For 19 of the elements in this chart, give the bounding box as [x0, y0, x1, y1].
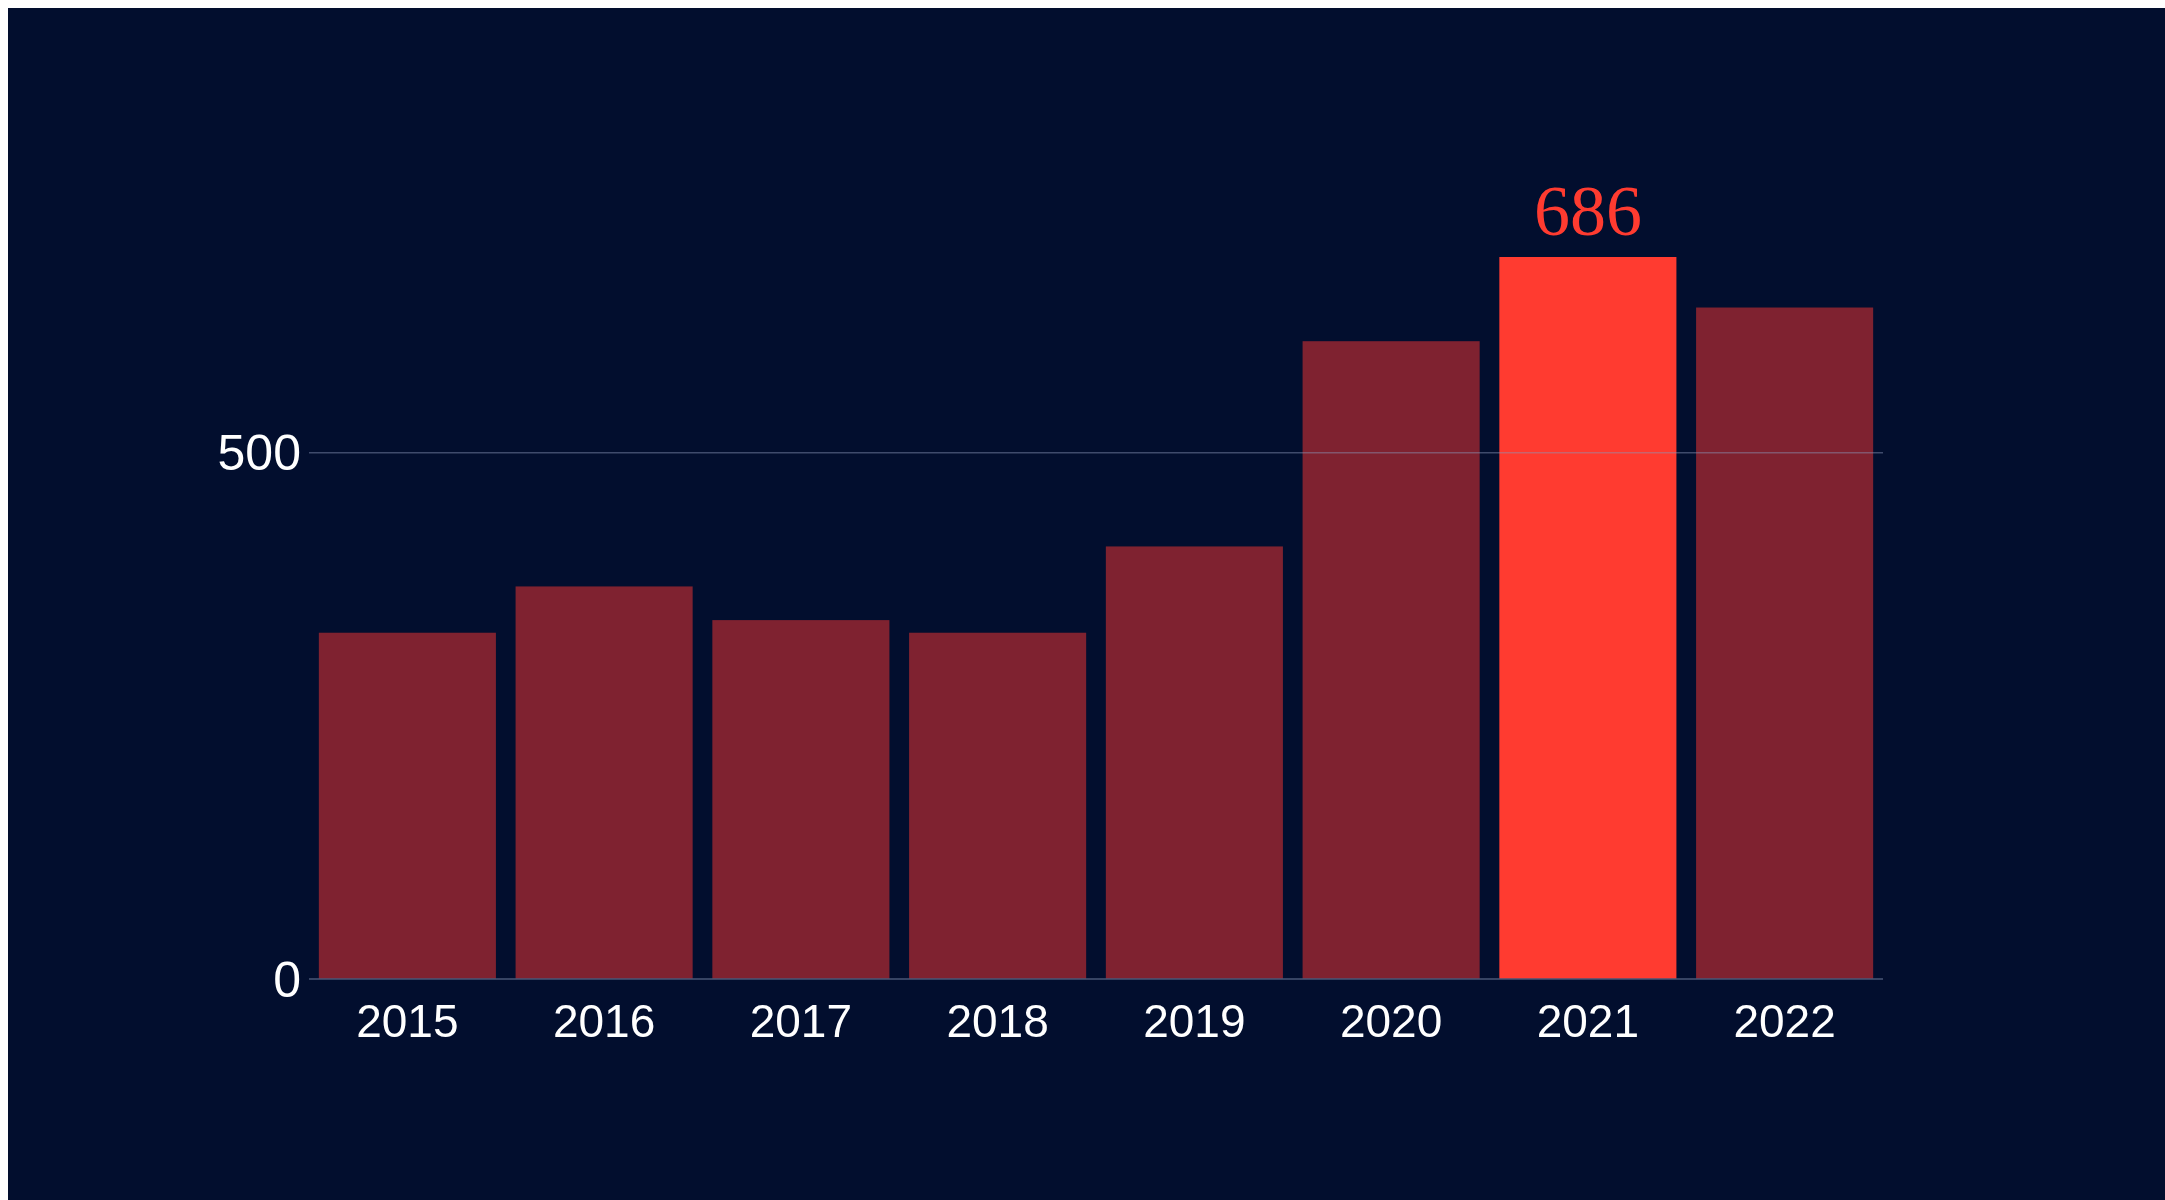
x-tick-label: 2015: [356, 995, 459, 1047]
x-tick-label: 2017: [749, 995, 853, 1047]
bar: [712, 620, 890, 979]
x-tick-label: 2018: [946, 995, 1049, 1047]
bar: [1499, 257, 1677, 979]
bar: [1105, 546, 1283, 979]
bar: [318, 632, 496, 979]
data-label: 686: [1533, 171, 1642, 251]
bar: [515, 586, 693, 979]
x-tick-label: 2020: [1339, 995, 1443, 1047]
x-tick-label: 2021: [1536, 995, 1640, 1047]
bar: [1696, 307, 1874, 979]
bar: [1302, 341, 1480, 979]
x-tick-label: 2022: [1733, 995, 1836, 1047]
x-tick-label: 2019: [1143, 995, 1246, 1047]
y-tick-label: 0: [273, 951, 301, 1008]
bar: [909, 632, 1087, 979]
x-tick-label: 2016: [552, 995, 656, 1047]
y-tick-label: 500: [217, 425, 301, 482]
